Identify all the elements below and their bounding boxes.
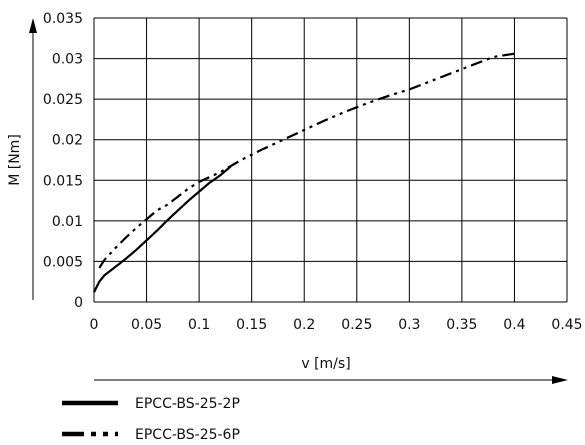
- y-tick-label: 0.03: [52, 52, 83, 68]
- tick-labels: 0 0.05 0.1 0.15 0.2 0.25 0.3 0.35 0.4 0.45 0 0.005 0…: [43, 11, 583, 333]
- x-tick-label: 0.35: [446, 317, 477, 333]
- y-tick-label: 0.005: [43, 254, 83, 270]
- axes: [29, 18, 568, 384]
- legend-label-2p: EPCC-BS-25-2P: [135, 396, 240, 412]
- grid: [93, 17, 568, 303]
- x-tick-label: 0.1: [188, 317, 210, 333]
- y-tick-label: 0.025: [43, 92, 83, 108]
- x-tick-label: 0: [90, 317, 99, 333]
- x-tick-label: 0.45: [551, 317, 582, 333]
- y-tick-label: 0.015: [43, 173, 83, 189]
- legend-label-6p: EPCC-BS-25-6P: [135, 427, 240, 443]
- x-tick-label: 0.25: [341, 317, 372, 333]
- x-tick-label: 0.4: [503, 317, 525, 333]
- y-axis-label: M [Nm]: [7, 134, 23, 186]
- series-group: [93, 52, 515, 293]
- y-tick-label: 0.02: [52, 133, 83, 149]
- x-tick-label: 0.2: [293, 317, 315, 333]
- x-tick-label: 0.3: [398, 317, 420, 333]
- x-axis-arrowhead: [552, 376, 568, 384]
- x-axis-label: v [m/s]: [301, 356, 350, 372]
- series-line-1: [98, 52, 515, 269]
- series-line-0: [93, 165, 232, 293]
- y-tick-label: 0: [74, 295, 83, 311]
- y-tick-label: 0.01: [52, 214, 83, 230]
- y-tick-label: 0.035: [43, 11, 83, 27]
- y-axis-arrowhead: [29, 18, 37, 33]
- x-tick-label: 0.15: [236, 317, 267, 333]
- legend: EPCC-BS-25-2P EPCC-BS-25-6P: [62, 396, 240, 443]
- x-tick-label: 0.05: [131, 317, 162, 333]
